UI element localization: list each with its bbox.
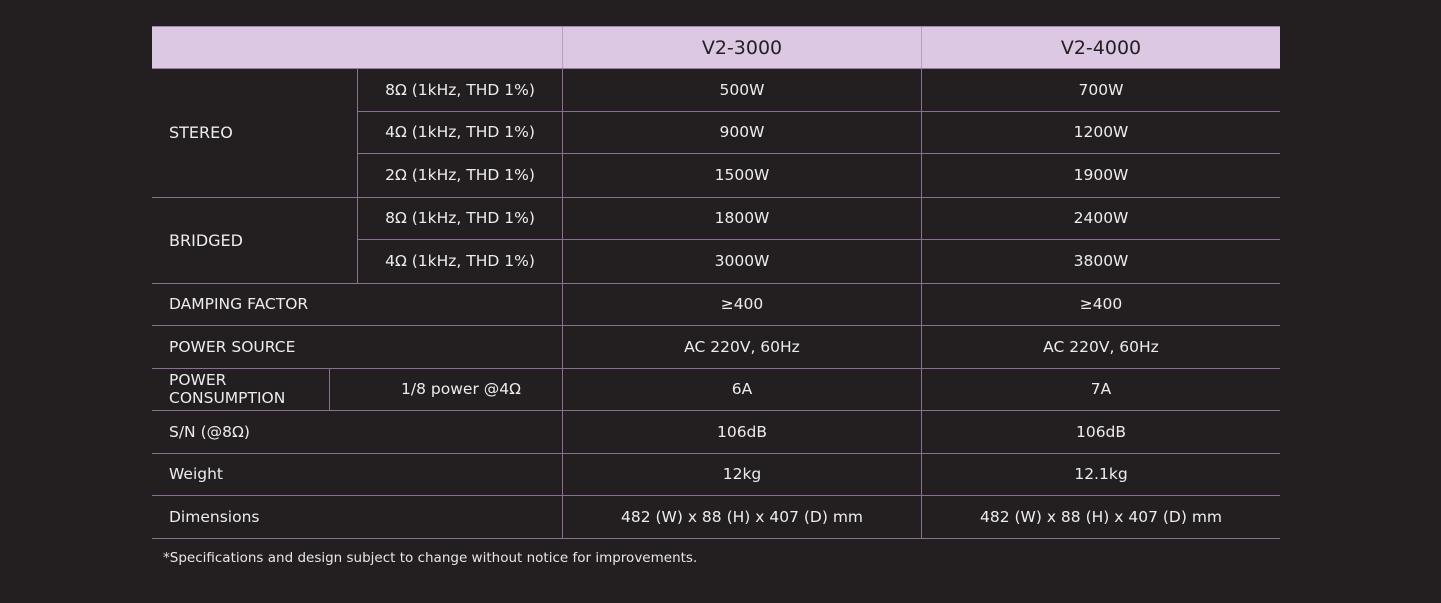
value-cell: 106dB (562, 411, 921, 453)
bridged-group: BRIDGED 8Ω (1kHz, THD 1%) 1800W 2400W 4Ω… (152, 197, 1280, 284)
condition-cell: 4Ω (1kHz, THD 1%) (357, 240, 562, 283)
power-source-row: POWER SOURCE AC 220V, 60Hz AC 220V, 60Hz (152, 326, 1280, 369)
damping-row: DAMPING FACTOR ≥400 ≥400 (152, 283, 1280, 326)
table-row: 4Ω (1kHz, THD 1%) 900W 1200W (357, 111, 1280, 154)
value-cell: 3800W (921, 240, 1280, 283)
table-row: 4Ω (1kHz, THD 1%) 3000W 3800W (357, 240, 1280, 283)
stereo-group: STEREO 8Ω (1kHz, THD 1%) 500W 700W 4Ω (1… (152, 69, 1280, 198)
value-cell: 106dB (921, 411, 1280, 453)
table-row: 8Ω (1kHz, THD 1%) 1800W 2400W (357, 197, 1280, 240)
value-cell: ≥400 (921, 283, 1280, 325)
condition-cell: 4Ω (1kHz, THD 1%) (357, 111, 562, 153)
header-model-1: V2-3000 (562, 27, 921, 68)
stereo-label: STEREO (169, 123, 233, 143)
header-model-2: V2-4000 (921, 27, 1280, 68)
value-cell: 482 (W) x 88 (H) x 407 (D) mm (562, 496, 921, 538)
value-cell: 500W (562, 69, 921, 111)
value-cell: 1500W (562, 154, 921, 197)
table-row: 8Ω (1kHz, THD 1%) 500W 700W (357, 69, 1280, 112)
value-cell: 1800W (562, 197, 921, 239)
table-row: 2Ω (1kHz, THD 1%) 1500W 1900W (357, 154, 1280, 197)
value-cell: 3000W (562, 240, 921, 283)
bridged-label: BRIDGED (169, 230, 243, 250)
power-consumption-row: POWER CONSUMPTION 1/8 power @4Ω 6A 7A (152, 368, 1280, 411)
value-cell: 7A (921, 368, 1280, 410)
value-cell: 900W (562, 111, 921, 153)
weight-row: Weight 12kg 12.1kg (152, 453, 1280, 496)
value-cell: 1900W (921, 154, 1280, 197)
row-label: Weight (169, 465, 224, 484)
row-label: DAMPING FACTOR (169, 295, 309, 314)
condition-cell: 8Ω (1kHz, THD 1%) (357, 69, 562, 111)
row-label: POWER SOURCE (169, 337, 296, 356)
value-cell: 6A (562, 368, 921, 410)
condition-cell: 8Ω (1kHz, THD 1%) (357, 197, 562, 239)
row-label: POWER CONSUMPTION (169, 371, 286, 408)
value-cell: 2400W (921, 197, 1280, 239)
spec-table: V2-3000 V2-4000 STEREO 8Ω (1kHz, THD 1%)… (152, 26, 1280, 539)
header-blank (152, 27, 562, 68)
value-cell: 12kg (562, 453, 921, 495)
dimensions-row: Dimensions 482 (W) x 88 (H) x 407 (D) mm… (152, 496, 1280, 539)
value-cell: AC 220V, 60Hz (562, 326, 921, 368)
row-label: S/N (@8Ω) (169, 422, 250, 441)
sn-row: S/N (@8Ω) 106dB 106dB (152, 411, 1280, 454)
value-cell: 482 (W) x 88 (H) x 407 (D) mm (921, 496, 1280, 538)
value-cell: 12.1kg (921, 453, 1280, 495)
footnote: *Specifications and design subject to ch… (163, 550, 698, 566)
condition-cell: 2Ω (1kHz, THD 1%) (357, 154, 562, 197)
value-cell: 700W (921, 69, 1280, 111)
row-label: Dimensions (169, 507, 260, 526)
value-cell: ≥400 (562, 283, 921, 325)
condition-cell: 1/8 power @4Ω (329, 368, 562, 410)
table-header: V2-3000 V2-4000 (152, 26, 1280, 69)
value-cell: AC 220V, 60Hz (921, 326, 1280, 368)
value-cell: 1200W (921, 111, 1280, 153)
